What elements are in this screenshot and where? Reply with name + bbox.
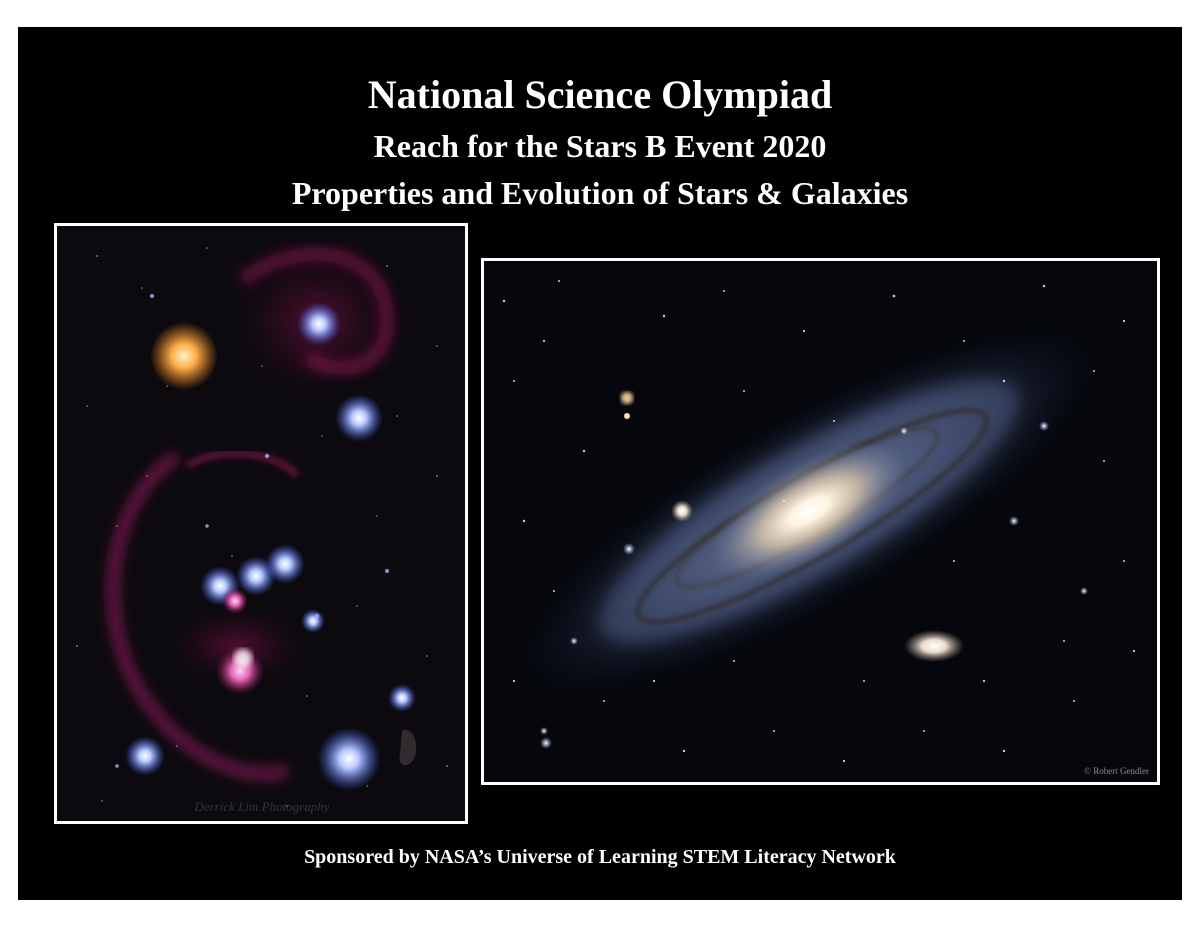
sponsor-line: Sponsored by NASA’s Universe of Learning… <box>304 846 896 868</box>
event-subtitle: Reach for the Stars B Event 2020 <box>373 128 827 164</box>
andromeda-photo-graphic: © Robert Gendler <box>484 261 1157 782</box>
orion-photo-graphic: Derrick Lim Photography <box>57 226 465 821</box>
andromeda-watermark: © Robert Gendler <box>1084 766 1149 776</box>
orion-watermark: Derrick Lim Photography <box>193 799 329 814</box>
andromeda-galaxy-image: © Robert Gendler <box>481 258 1160 785</box>
topic-subtitle: Properties and Evolution of Stars & Gala… <box>291 175 909 211</box>
slide: National Science Olympiad Reach for the … <box>18 27 1182 900</box>
page-title: National Science Olympiad <box>367 72 833 117</box>
orion-constellation-image: Derrick Lim Photography <box>54 223 468 824</box>
